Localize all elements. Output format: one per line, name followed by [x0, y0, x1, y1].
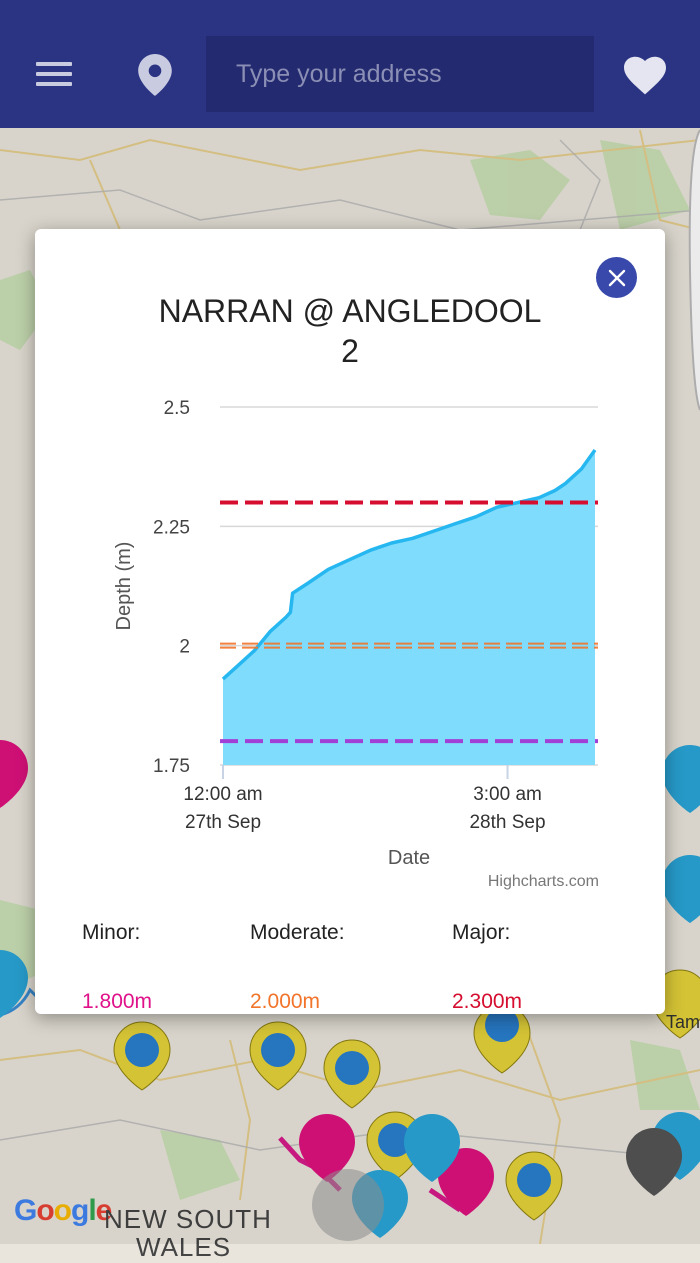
chart-title-line2: 2: [341, 333, 359, 369]
minor-level-label: Minor:: [82, 921, 141, 944]
menu-icon[interactable]: [36, 62, 72, 88]
google-logo: Google: [14, 1194, 112, 1227]
moderate-level-label: Moderate:: [250, 921, 345, 944]
series-line: [221, 448, 597, 681]
y-tick-label: 2: [179, 637, 190, 658]
major-level-label: Major:: [452, 921, 511, 944]
location-pin-icon[interactable]: [138, 54, 172, 96]
chart-thresholds: [220, 500, 598, 744]
y-axis-label: Depth (m): [113, 542, 135, 631]
x-tick-label: 3:00 am: [473, 784, 542, 805]
chart-title: NARRAN @ ANGLEDOOL 2: [35, 291, 665, 371]
y-tick-label: 1.75: [153, 756, 190, 777]
x-tick-label-date: 27th Sep: [185, 812, 261, 833]
map-region-label: NEW SOUTH: [104, 1204, 272, 1234]
x-tick-label-date: 28th Sep: [469, 812, 545, 833]
chart-axes: 1.75 2 2.25 2.5 12:00 am 27th Sep 3:00 am 28th …: [153, 398, 546, 833]
series-area-fill: [223, 450, 595, 765]
chart-title-line1: NARRAN @ ANGLEDOOL: [158, 293, 542, 329]
y-tick-label: 2.25: [153, 517, 190, 538]
close-icon: [608, 269, 625, 286]
close-button[interactable]: [596, 257, 637, 298]
address-search-input[interactable]: [206, 36, 594, 112]
highcharts-credit[interactable]: Highcharts.com: [487, 873, 599, 890]
moderate-level-value: 2.000m: [250, 990, 321, 1013]
chart-series-area: [221, 448, 597, 765]
app-bar: [0, 0, 700, 128]
major-level-value: 2.300m: [452, 990, 523, 1013]
heart-icon[interactable]: [624, 56, 666, 96]
depth-chart: 1.75 2 2.25 2.5 12:00 am 27th Sep 3:00 am 28th …: [113, 398, 598, 869]
map-town-label: Tam: [665, 1012, 700, 1032]
gauge-detail-modal: NARRAN @ ANGLEDOOL 2 1.75 2 2.25 2.5 12:00 a…: [35, 229, 665, 1014]
x-tick-label: 12:00 am: [183, 784, 262, 805]
minor-level-value: 1.800m: [82, 990, 153, 1013]
y-tick-label: 2.5: [164, 398, 190, 419]
x-axis-label: Date: [388, 847, 430, 869]
